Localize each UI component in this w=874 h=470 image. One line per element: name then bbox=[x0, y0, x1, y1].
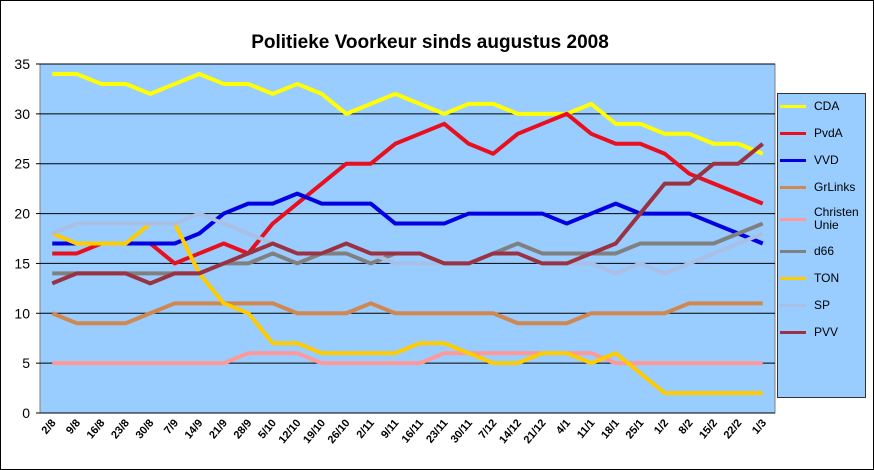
series-line bbox=[51, 301, 763, 326]
y-tick-label: 30 bbox=[14, 106, 30, 122]
legend-swatch bbox=[780, 185, 806, 189]
y-tick-label: 10 bbox=[14, 305, 30, 321]
legend-entry: VVD bbox=[780, 152, 863, 168]
legend-swatch bbox=[780, 158, 806, 162]
legend-entry: Christen Unie bbox=[780, 206, 863, 232]
series-line bbox=[52, 351, 763, 366]
legend-entry: CDA bbox=[780, 98, 863, 114]
legend-swatch bbox=[780, 249, 806, 253]
legend-label: TON bbox=[814, 270, 840, 285]
legend-swatch bbox=[780, 217, 806, 221]
legend-entry: GrLinks bbox=[780, 179, 863, 195]
legend-swatch bbox=[780, 104, 806, 108]
legend-swatch bbox=[780, 131, 806, 135]
legend-entry: PvdA bbox=[780, 125, 863, 141]
legend-swatch bbox=[780, 276, 806, 280]
legend-label: VVD bbox=[814, 152, 839, 167]
y-tick-label: 15 bbox=[14, 255, 30, 271]
y-tick-label: 5 bbox=[22, 355, 30, 371]
legend-label: CDA bbox=[814, 98, 840, 113]
series-line bbox=[51, 211, 764, 276]
legend-label: GrLinks bbox=[814, 179, 856, 194]
legend-entry: SP bbox=[780, 297, 863, 313]
legend-label: d66 bbox=[814, 243, 835, 258]
legend-entry: TON bbox=[780, 270, 863, 286]
legend-swatch bbox=[780, 330, 806, 334]
legend-label: Christen Unie bbox=[814, 205, 859, 232]
legend-label: SP bbox=[814, 297, 831, 312]
legend-entry: d66 bbox=[780, 243, 863, 259]
series-line bbox=[52, 111, 764, 266]
legend-label: PVV bbox=[814, 324, 839, 339]
legend-label: PvdA bbox=[814, 125, 843, 140]
chart-title: Politieke Voorkeur sinds augustus 2008 bbox=[251, 32, 609, 53]
y-tick-label: 20 bbox=[14, 206, 30, 222]
y-tick-label: 35 bbox=[14, 56, 30, 72]
series-line bbox=[51, 142, 765, 286]
series-line bbox=[52, 191, 764, 246]
y-tick-label: 0 bbox=[22, 405, 30, 421]
legend-entry: PVV bbox=[780, 324, 863, 340]
legend-swatch bbox=[780, 303, 806, 307]
y-tick-label: 25 bbox=[14, 156, 30, 172]
plot-area bbox=[39, 63, 776, 414]
legend: CDA PvdA VVD GrLinks Christen Unie d66 TON SP PV… bbox=[777, 93, 866, 398]
series-line bbox=[52, 71, 764, 156]
